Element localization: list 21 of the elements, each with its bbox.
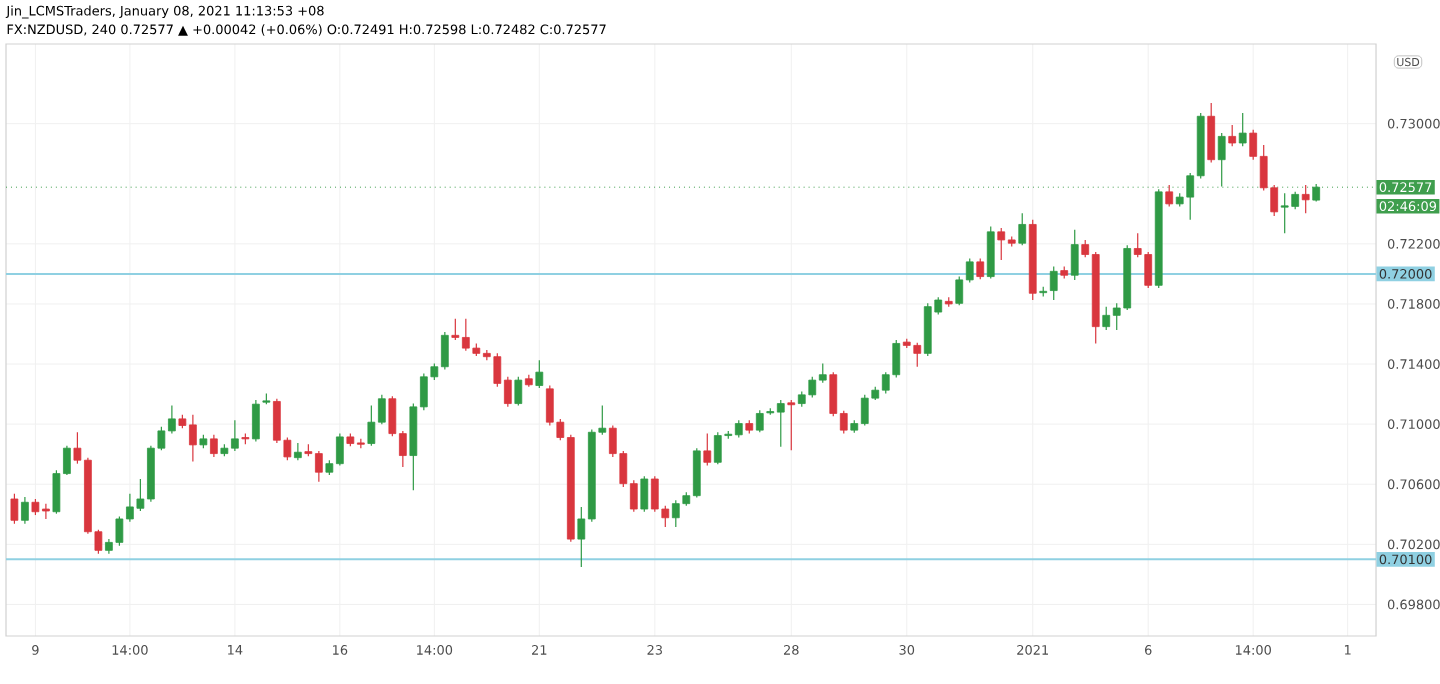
candlestick	[703, 433, 712, 467]
candlestick	[787, 399, 796, 451]
candlestick	[1238, 112, 1247, 147]
candlestick	[535, 359, 544, 389]
candlestick	[976, 257, 985, 280]
candlestick	[293, 442, 302, 461]
candlestick	[514, 376, 523, 407]
candlestick	[986, 225, 995, 280]
candlestick	[1228, 124, 1237, 147]
candlestick	[1207, 102, 1216, 163]
candlestick	[252, 399, 260, 443]
candlestick	[1018, 212, 1027, 246]
candlestick	[10, 493, 19, 525]
candlestick	[21, 496, 29, 525]
candlestick	[1301, 184, 1310, 214]
candlestick	[1070, 229, 1079, 281]
candlestick	[210, 434, 218, 458]
candlestick	[640, 475, 649, 513]
candlestick	[1049, 265, 1058, 301]
candlestick	[1217, 132, 1226, 188]
candlestick	[1165, 184, 1174, 208]
